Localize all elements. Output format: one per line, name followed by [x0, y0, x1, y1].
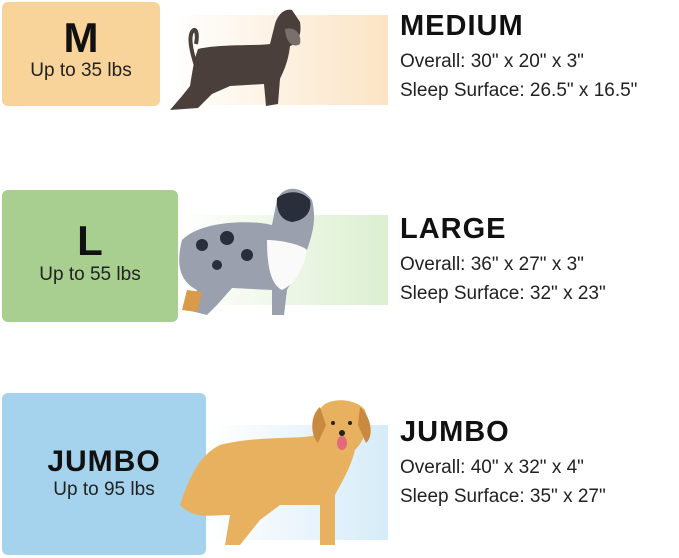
australian-shepherd-dog-illustration — [179, 188, 315, 315]
sleep-surface-dimensions: Sleep Surface: 32" x 23" — [400, 283, 606, 304]
size-code: L — [77, 217, 103, 264]
size-code: M — [63, 14, 99, 61]
size-badge-large: L Up to 55 lbs — [2, 190, 178, 322]
size-weight: Up to 35 lbs — [30, 60, 132, 81]
size-title: LARGE — [400, 213, 507, 245]
sleep-surface-dimensions: Sleep Surface: 26.5" x 16.5" — [400, 80, 638, 101]
size-info-jumbo: JUMBO Overall: 40" x 32" x 4" Sleep Surf… — [400, 416, 606, 511]
golden-retriever-dog-illustration — [180, 400, 371, 545]
size-title: JUMBO — [400, 416, 510, 448]
size-info-large: LARGE Overall: 36" x 27" x 3" Sleep Surf… — [400, 213, 606, 308]
overall-dimensions: Overall: 40" x 32" x 4" — [400, 457, 584, 478]
overall-dimensions: Overall: 30" x 20" x 3" — [400, 51, 584, 72]
size-badge-medium: M Up to 35 lbs — [2, 2, 160, 106]
size-badge-jumbo: JUMBO Up to 95 lbs — [2, 393, 206, 555]
size-weight: Up to 55 lbs — [39, 264, 141, 285]
size-info-medium: MEDIUM Overall: 30" x 20" x 3" Sleep Sur… — [400, 10, 637, 105]
size-weight: Up to 95 lbs — [53, 479, 155, 500]
size-code: JUMBO — [47, 445, 161, 478]
size-title: MEDIUM — [400, 10, 524, 42]
sleep-surface-dimensions: Sleep Surface: 35" x 27" — [400, 486, 606, 507]
schnauzer-dog-illustration — [170, 9, 301, 110]
overall-dimensions: Overall: 36" x 27" x 3" — [400, 254, 584, 275]
